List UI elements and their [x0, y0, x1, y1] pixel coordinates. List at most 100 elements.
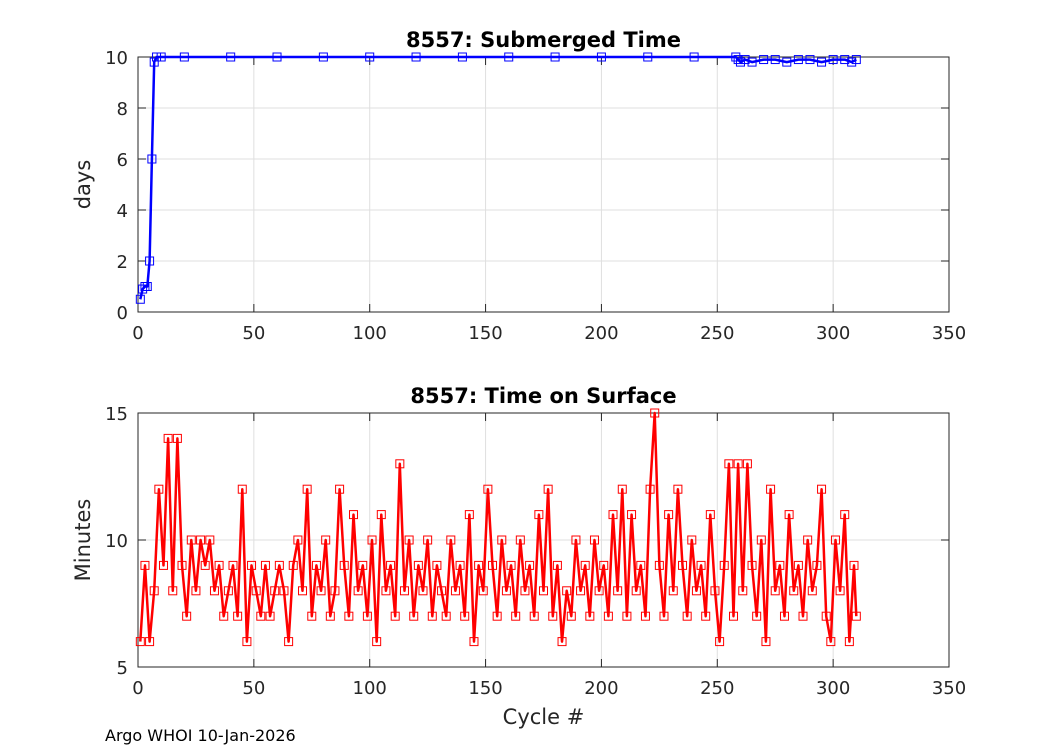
- chart-title: 8557: Time on Surface: [410, 384, 676, 408]
- data-point-marker: [423, 535, 433, 545]
- data-point-marker: [497, 535, 507, 545]
- data-point-marker: [365, 52, 375, 62]
- data-point-marker: [835, 586, 845, 596]
- data-point-marker: [747, 560, 757, 570]
- data-point-marker: [483, 484, 493, 494]
- data-point-marker: [233, 611, 243, 621]
- data-point-marker: [589, 535, 599, 545]
- x-tick-label: 300: [816, 678, 850, 699]
- data-point-marker: [413, 560, 423, 570]
- data-point-marker: [469, 637, 479, 647]
- x-tick-label: 200: [584, 678, 618, 699]
- data-point-marker: [562, 586, 572, 596]
- data-point-marker: [608, 510, 618, 520]
- data-point-marker: [678, 560, 688, 570]
- data-point-marker: [805, 55, 815, 65]
- data-point-marker: [386, 560, 396, 570]
- chart-title: 8557: Submerged Time: [406, 28, 681, 52]
- data-point-marker: [761, 637, 771, 647]
- data-point-marker: [409, 611, 419, 621]
- data-point-marker: [182, 611, 192, 621]
- data-point-marker: [682, 611, 692, 621]
- data-point-marker: [140, 560, 150, 570]
- data-point-marker: [450, 586, 460, 596]
- data-point-marker: [689, 52, 699, 62]
- data-point-marker: [782, 57, 792, 67]
- plot-area: [138, 57, 949, 312]
- data-point-marker: [474, 560, 484, 570]
- x-tick-label: 250: [700, 678, 734, 699]
- data-point-marker: [142, 282, 152, 291]
- data-point-marker: [478, 586, 488, 596]
- data-point-marker: [446, 535, 456, 545]
- y-axis-label: Minutes: [71, 499, 95, 582]
- data-point-marker: [390, 611, 400, 621]
- data-point-marker: [228, 560, 238, 570]
- x-axis-label: Cycle #: [503, 705, 585, 729]
- data-point-marker: [627, 510, 637, 520]
- y-tick-label: 4: [117, 201, 128, 222]
- data-point-marker: [534, 510, 544, 520]
- data-point-marker: [770, 55, 780, 65]
- data-point-marker: [344, 611, 354, 621]
- data-point-marker: [849, 560, 859, 570]
- data-point-marker: [701, 611, 711, 621]
- x-tick-label: 50: [242, 323, 265, 344]
- data-point-marker: [152, 52, 162, 62]
- y-tick-label: 6: [117, 150, 128, 171]
- data-point-marker: [817, 57, 827, 67]
- data-point-marker: [145, 256, 155, 266]
- data-point-marker: [543, 484, 553, 494]
- data-point-marker: [196, 535, 206, 545]
- data-point-marker: [821, 611, 831, 621]
- data-point-marker: [256, 611, 266, 621]
- data-point-marker: [358, 560, 368, 570]
- data-point-marker: [339, 560, 349, 570]
- data-point-marker: [237, 484, 247, 494]
- data-point-marker: [179, 52, 189, 62]
- data-point-marker: [209, 586, 219, 596]
- data-point-marker: [803, 535, 813, 545]
- data-point-marker: [539, 586, 548, 596]
- y-tick-label: 10: [105, 531, 128, 552]
- data-point-marker: [779, 611, 789, 621]
- data-point-marker: [840, 55, 850, 65]
- data-point-marker: [427, 611, 437, 621]
- data-point-marker: [830, 535, 840, 545]
- data-point-marker: [251, 586, 261, 596]
- data-point-marker: [710, 586, 720, 596]
- data-point-marker: [812, 560, 822, 570]
- data-point-marker: [488, 560, 498, 570]
- data-point-marker: [325, 611, 335, 621]
- data-point-marker: [784, 510, 794, 520]
- data-point-marker: [147, 154, 157, 164]
- data-point-marker: [242, 637, 252, 647]
- x-tick-label: 150: [468, 323, 502, 344]
- data-point-marker: [735, 57, 745, 67]
- data-point-marker: [506, 560, 516, 570]
- data-point-marker: [214, 560, 224, 570]
- data-point-marker: [205, 535, 215, 545]
- x-tick-label: 0: [132, 678, 143, 699]
- data-point-marker: [411, 52, 421, 62]
- data-point-marker: [226, 52, 236, 62]
- data-point-marker: [851, 55, 861, 65]
- data-point-marker: [585, 611, 595, 621]
- data-point-marker: [580, 560, 590, 570]
- data-point-marker: [759, 55, 769, 65]
- data-point-marker: [687, 535, 697, 545]
- data-point-marker: [274, 560, 284, 570]
- data-point-marker: [156, 52, 166, 62]
- data-point-marker: [381, 586, 391, 596]
- data-point-marker: [645, 484, 655, 494]
- data-point-marker: [154, 484, 164, 494]
- data-point-marker: [643, 52, 653, 62]
- y-tick-label: 15: [105, 404, 128, 425]
- data-point-marker: [272, 52, 282, 62]
- x-tick-label: 100: [353, 323, 387, 344]
- data-point-marker: [149, 57, 159, 67]
- data-point-marker: [729, 611, 739, 621]
- data-point-marker: [288, 560, 298, 570]
- x-tick-label: 350: [932, 323, 966, 344]
- data-point-marker: [279, 586, 289, 596]
